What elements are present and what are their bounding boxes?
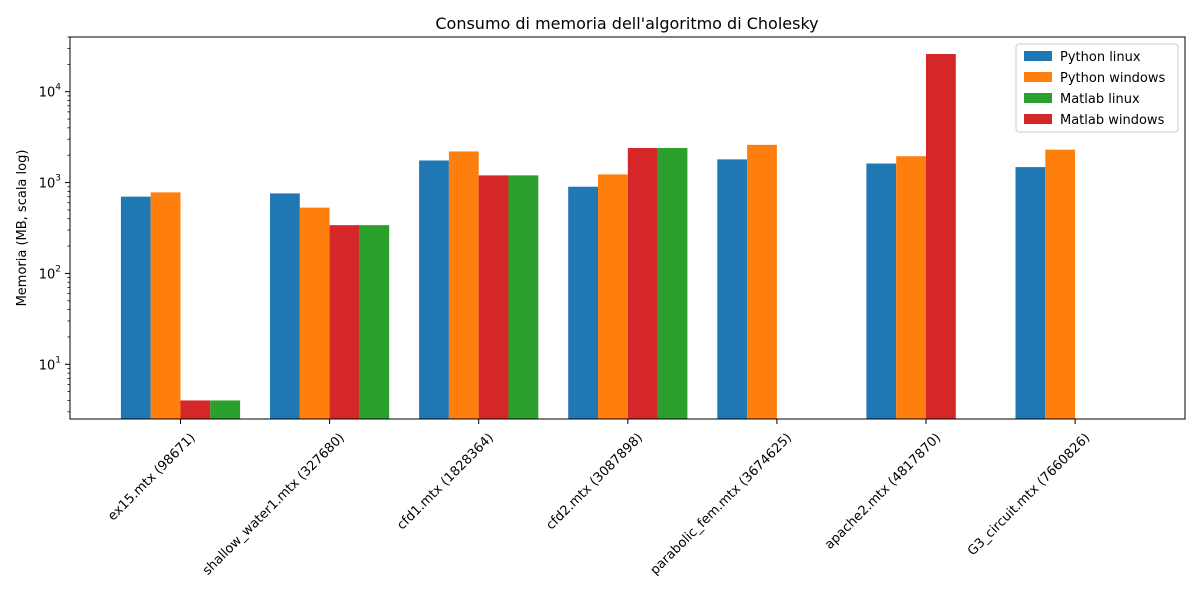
- bar-python-linux: [1015, 167, 1046, 419]
- x-tick-label: cfd1.mtx (1828364): [394, 431, 497, 534]
- legend-swatch: [1024, 93, 1052, 103]
- y-tick-label: 101: [39, 355, 61, 373]
- legend-swatch: [1024, 51, 1052, 61]
- legend: Python linux Python windows Matlab linux Ma…: [1015, 43, 1179, 133]
- bar-matlab-windows: [627, 148, 658, 419]
- y-tick-label: 103: [39, 174, 61, 192]
- bar-matlab-windows: [180, 400, 211, 419]
- legend-label: Python linux: [1060, 50, 1141, 65]
- x-tick-label: cfd2.mtx (3087898): [543, 431, 646, 534]
- legend-box: [1015, 43, 1179, 133]
- x-tick-label: parabolic_fem.mtx (3674625): [648, 431, 796, 579]
- legend-swatch: [1024, 72, 1052, 82]
- y-tick-label: 104: [39, 83, 62, 101]
- y-tick-label: 102: [39, 264, 61, 282]
- x-tick-label: ex15.mtx (98671): [105, 431, 199, 525]
- bar-matlab-linux: [508, 175, 539, 419]
- bar-python-linux: [866, 163, 897, 419]
- bar-matlab-linux: [657, 148, 688, 419]
- bar-python-windows: [448, 151, 479, 419]
- bar-python-windows: [150, 192, 181, 419]
- plot-area: ex15.mtx (98671) shallow_water1.mtx (3276…: [39, 36, 1186, 579]
- legend-label: Matlab windows: [1060, 113, 1165, 128]
- axes-frame: [69, 36, 1186, 420]
- bar-python-windows: [896, 156, 926, 419]
- legend-label: Python windows: [1060, 71, 1166, 86]
- bar-matlab-linux: [210, 400, 241, 419]
- bar-matlab-windows: [926, 54, 956, 419]
- legend-swatch: [1024, 114, 1052, 124]
- bar-python-windows: [598, 174, 628, 419]
- bar-matlab-windows: [329, 225, 360, 419]
- y-axis-label: Memoria (MB, scala log): [15, 150, 30, 307]
- bar-matlab-linux: [359, 225, 390, 419]
- bar-python-linux: [270, 193, 300, 419]
- legend-label: Matlab linux: [1060, 92, 1140, 107]
- bar-matlab-windows: [478, 175, 509, 419]
- bar-python-windows: [299, 207, 330, 419]
- chart-title: Consumo di memoria dell'algoritmo di Cho…: [435, 14, 818, 33]
- bar-python-linux: [717, 159, 748, 419]
- bar-python-windows: [747, 144, 777, 420]
- x-tick-label: apache2.mtx (4817870): [822, 431, 944, 553]
- x-tick-label: G3_circuit.mtx (7660826): [965, 431, 1093, 559]
- x-tick-label: shallow_water1.mtx (327680): [200, 431, 348, 579]
- bar-python-linux: [120, 196, 151, 419]
- bar-python-linux: [568, 186, 598, 419]
- bar-python-linux: [419, 160, 449, 420]
- bar-python-windows: [1045, 149, 1076, 419]
